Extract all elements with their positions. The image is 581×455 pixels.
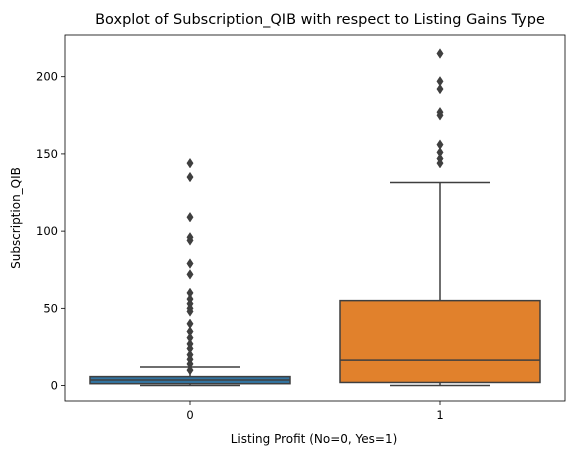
y-tick-label: 50	[43, 301, 58, 315]
outlier-point	[436, 83, 444, 95]
outlier-point	[186, 211, 194, 223]
x-axis-label: Listing Profit (No=0, Yes=1)	[231, 432, 398, 446]
outlier-point	[186, 157, 194, 169]
outlier-point	[436, 48, 444, 59]
y-tick-label: 0	[51, 379, 58, 393]
box-group-0	[89, 157, 291, 387]
outlier-point	[186, 235, 194, 246]
outlier-point	[436, 110, 444, 121]
y-tick-label: 150	[36, 147, 58, 161]
plot-area	[89, 48, 541, 387]
plot-frame	[64, 34, 566, 402]
y-tick-label: 200	[36, 70, 58, 84]
y-tick-label: 100	[36, 224, 58, 238]
y-axis-label: Subscription_QIB	[9, 167, 23, 269]
chart-title: Boxplot of Subscription_QIB with respect…	[95, 12, 545, 28]
outlier-point	[186, 171, 194, 183]
x-tick-label: 0	[186, 408, 193, 422]
outlier-point	[186, 269, 194, 280]
y-axis: 0 50 100 150 200	[36, 70, 65, 393]
box-group-1	[339, 48, 541, 387]
outlier-point	[186, 258, 194, 269]
x-tick-label: 1	[436, 408, 443, 422]
outlier-point	[186, 306, 194, 317]
outlier-point	[186, 364, 194, 376]
box-1	[339, 299, 541, 384]
outlier-point	[436, 157, 444, 169]
